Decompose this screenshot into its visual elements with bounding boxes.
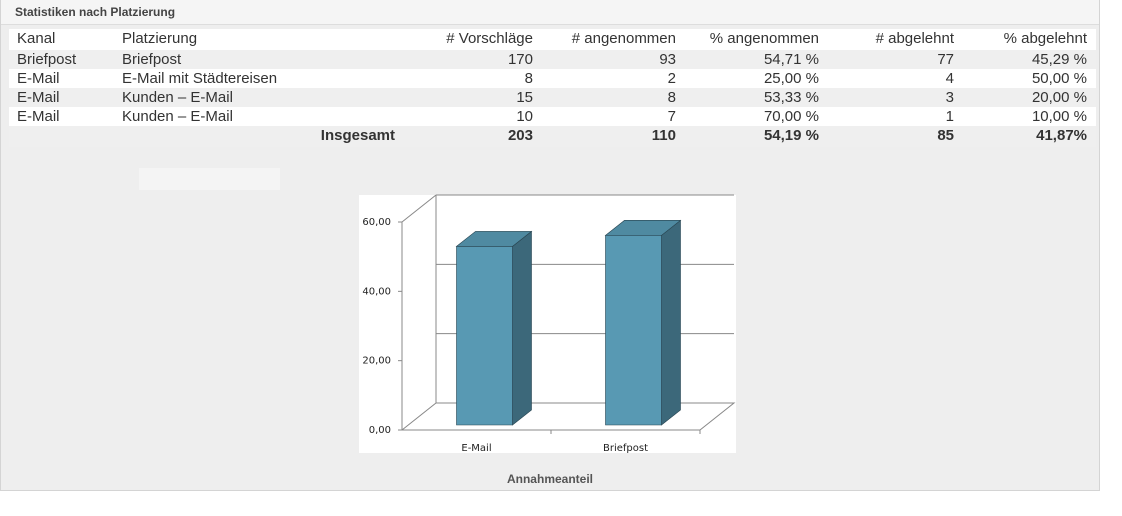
table-cell: 4 bbox=[945, 70, 954, 87]
table-cell: E-Mail bbox=[17, 108, 60, 125]
total-cell: 41,87% bbox=[1036, 127, 1087, 144]
x-tick-label: Briefpost bbox=[603, 443, 648, 454]
table-cell: 93 bbox=[659, 51, 676, 68]
table-row: E-Mail E-Mail mit Städtereisen 8 2 25,00 % 4 5… bbox=[9, 69, 1096, 88]
table-cell: Kunden – E-Mail bbox=[122, 89, 233, 106]
panel-title: Statistiken nach Platzierung bbox=[15, 5, 176, 19]
column-header: % abgelehnt bbox=[1003, 30, 1087, 47]
column-header: # Vorschläge bbox=[446, 30, 533, 47]
table-cell: 20,00 % bbox=[1031, 89, 1087, 106]
panel-header: Statistiken nach Platzierung bbox=[1, 0, 1099, 25]
y-tick-label: 0,00 bbox=[369, 425, 391, 436]
table-cell: 7 bbox=[667, 108, 676, 125]
table-cell: 8 bbox=[667, 89, 676, 106]
bar-front bbox=[605, 235, 662, 426]
table-row: E-Mail Kunden – E-Mail 10 7 70,00 % 1 10,00 % bbox=[9, 107, 1096, 126]
table-cell: 10 bbox=[516, 108, 533, 125]
table-cell: 77 bbox=[937, 51, 954, 68]
bar-front bbox=[456, 246, 513, 426]
column-header: % angenommen bbox=[709, 30, 819, 47]
table-cell: Briefpost bbox=[122, 51, 182, 68]
x-tick-label: E-Mail bbox=[461, 443, 491, 454]
table-cell: 50,00 % bbox=[1031, 70, 1087, 87]
bar bbox=[604, 219, 682, 426]
y-tick-label: 40,00 bbox=[362, 286, 391, 297]
header-row: Kanal Platzierung # Vorschläge # angenommen… bbox=[9, 29, 1096, 50]
table-cell: 3 bbox=[945, 89, 954, 106]
table-cell: 45,29 % bbox=[1031, 51, 1087, 68]
bar-side bbox=[512, 230, 532, 426]
table-cell: 170 bbox=[507, 51, 533, 68]
placeholder bbox=[139, 168, 280, 190]
table-cell: E-Mail bbox=[17, 70, 60, 87]
bar bbox=[455, 230, 533, 426]
y-tick-label: 20,00 bbox=[362, 356, 391, 367]
wall-edge bbox=[401, 194, 437, 223]
column-header: # angenommen bbox=[571, 30, 676, 47]
table-cell: 10,00 % bbox=[1031, 108, 1087, 125]
table-cell: 54,71 % bbox=[763, 51, 819, 68]
chart-title: Annahmeanteil bbox=[507, 472, 593, 486]
total-cell: 85 bbox=[937, 127, 954, 144]
table-cell: Briefpost bbox=[17, 51, 77, 68]
total-row: Insgesamt 203 110 54,19 % 85 41,87% bbox=[9, 126, 1096, 147]
table-cell: 15 bbox=[516, 89, 533, 106]
bar-side bbox=[661, 219, 681, 426]
table-cell: 8 bbox=[524, 70, 533, 87]
table-row: Briefpost Briefpost 170 93 54,71 % 77 45,29 % bbox=[9, 50, 1096, 69]
table-cell: 53,33 % bbox=[763, 89, 819, 106]
table-cell: 1 bbox=[945, 108, 954, 125]
total-cell: 110 bbox=[651, 127, 676, 144]
table-cell: 70,00 % bbox=[763, 108, 819, 125]
table-cell: 2 bbox=[667, 70, 676, 87]
table-cell: Kunden – E-Mail bbox=[122, 108, 233, 125]
total-cell: 54,19 % bbox=[763, 127, 819, 144]
table-row: E-Mail Kunden – E-Mail 15 8 53,33 % 3 20,00 % bbox=[9, 88, 1096, 107]
y-tick-label: 60,00 bbox=[362, 217, 391, 228]
table-cell: E-Mail mit Städtereisen bbox=[122, 70, 278, 87]
table-cell: E-Mail bbox=[17, 89, 60, 106]
total-label: Insgesamt bbox=[320, 127, 395, 144]
total-cell: 203 bbox=[507, 127, 533, 144]
column-header: # abgelehnt bbox=[875, 30, 954, 47]
table-cell: 25,00 % bbox=[763, 70, 819, 87]
column-header: Kanal bbox=[17, 30, 56, 47]
table: Kanal Platzierung # Vorschläge # angenommen… bbox=[9, 28, 1096, 147]
column-header: Platzierung bbox=[122, 30, 198, 47]
